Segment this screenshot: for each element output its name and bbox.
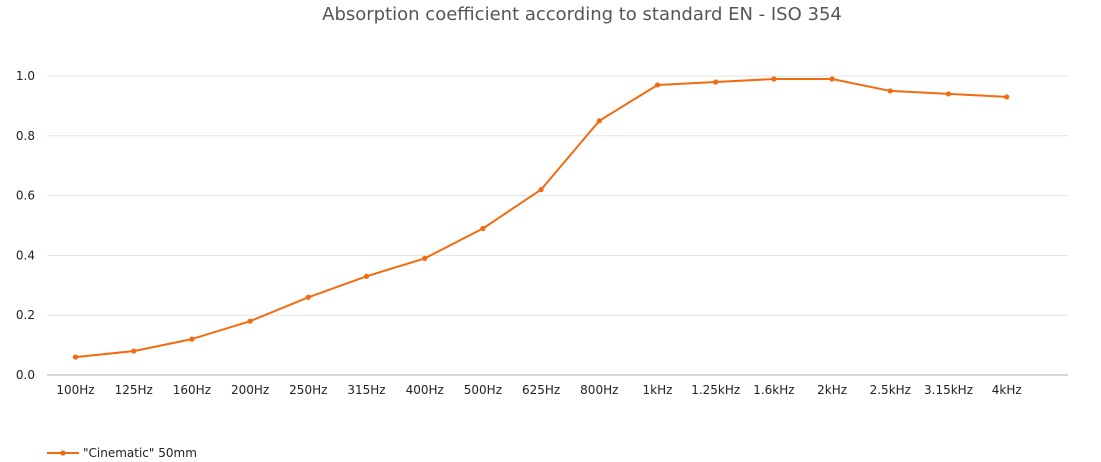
data-point[interactable] [305, 294, 311, 300]
data-point[interactable] [1004, 94, 1010, 100]
data-point[interactable] [887, 88, 893, 94]
data-point[interactable] [480, 225, 486, 232]
chart-title: Absorption coefficient according to stan… [322, 4, 842, 25]
data-point[interactable] [596, 118, 602, 124]
x-tick-label: 200Hz [231, 383, 269, 397]
data-point[interactable] [829, 76, 835, 82]
data-point[interactable] [189, 336, 195, 342]
x-tick-label: 1.6kHz [753, 383, 794, 397]
y-tick-label: 0.0 [16, 368, 35, 382]
series-layer [72, 76, 1010, 360]
legend-label: "Cinematic" 50mm [83, 446, 197, 460]
legend[interactable]: "Cinematic" 50mm [47, 444, 197, 462]
y-tick-label: 0.6 [16, 189, 35, 203]
data-point[interactable] [247, 318, 253, 324]
data-point[interactable] [538, 187, 544, 193]
x-tick-label: 1kHz [643, 383, 673, 397]
x-tick-label: 125Hz [115, 383, 153, 397]
legend-series-marker [47, 450, 79, 456]
x-axis-ticks: 100Hz 125Hz 160Hz 200Hz 250Hz 315Hz 400Hz 500Hz… [56, 383, 1021, 397]
x-tick-label: 250Hz [289, 383, 327, 397]
x-tick-label: 315Hz [347, 383, 385, 397]
x-tick-label: 2.5kHz [870, 383, 911, 397]
data-point[interactable] [363, 273, 370, 279]
x-tick-label: 800Hz [580, 383, 618, 397]
data-point[interactable] [131, 348, 137, 354]
y-tick-label: 1.0 [16, 69, 35, 83]
data-point[interactable] [945, 91, 952, 97]
x-tick-label: 400Hz [406, 383, 444, 397]
data-point[interactable] [713, 79, 719, 85]
data-point[interactable] [422, 255, 428, 261]
x-tick-label: 1.25kHz [691, 383, 740, 397]
y-tick-label: 0.8 [16, 129, 35, 143]
x-tick-label: 625Hz [522, 383, 560, 397]
data-point[interactable] [771, 76, 777, 82]
x-tick-label: 2kHz [817, 383, 847, 397]
y-tick-label: 0.2 [16, 308, 35, 322]
x-tick-label: 100Hz [56, 383, 94, 397]
data-point[interactable] [72, 354, 79, 360]
x-tick-label: 500Hz [464, 383, 502, 397]
y-tick-label: 0.4 [16, 248, 35, 262]
y-axis-ticks: 0.0 0.2 0.4 0.6 0.8 1.0 [16, 69, 35, 382]
x-tick-label: 160Hz [173, 383, 211, 397]
x-tick-label: 3.15kHz [924, 383, 973, 397]
x-tick-label: 4kHz [992, 383, 1022, 397]
data-point[interactable] [654, 82, 661, 88]
gridlines [47, 75, 1068, 316]
